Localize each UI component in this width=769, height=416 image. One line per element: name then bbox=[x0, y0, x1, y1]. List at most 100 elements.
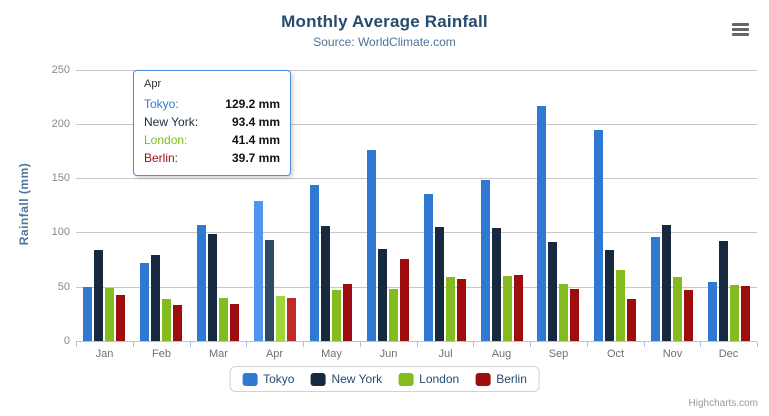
bar-london-oct[interactable] bbox=[616, 270, 625, 341]
bar-london-feb[interactable] bbox=[162, 299, 171, 341]
bar-new-york-apr[interactable] bbox=[265, 240, 274, 341]
gridline-200 bbox=[76, 124, 757, 125]
bar-tokyo-feb[interactable] bbox=[140, 263, 149, 341]
bar-tokyo-oct[interactable] bbox=[594, 130, 603, 341]
x-axis-label-mar: Mar bbox=[209, 348, 228, 360]
x-axis-label-may: May bbox=[321, 348, 342, 360]
x-axis-label-dec: Dec bbox=[718, 348, 739, 360]
bar-london-aug[interactable] bbox=[503, 276, 512, 341]
legend-label: London bbox=[419, 372, 460, 386]
x-axis-tick bbox=[473, 342, 474, 347]
tooltip-series-value: 41.4 mm bbox=[231, 133, 280, 147]
tooltip-series-value: 129.2 mm bbox=[225, 97, 280, 111]
x-axis-tick bbox=[530, 342, 531, 347]
bar-tokyo-jul[interactable] bbox=[424, 194, 433, 341]
bar-new-york-jun[interactable] bbox=[378, 249, 387, 341]
bar-berlin-mar[interactable] bbox=[230, 304, 239, 341]
export-menu-button[interactable] bbox=[728, 19, 753, 40]
y-axis-label-50: 50 bbox=[57, 281, 70, 293]
bar-berlin-jun[interactable] bbox=[400, 259, 409, 341]
legend-item-london[interactable]: London bbox=[398, 372, 459, 386]
tooltip-row-tokyo: Tokyo: 129.2 mm bbox=[144, 95, 280, 113]
highcharts-credit-link[interactable]: Highcharts.com bbox=[688, 398, 758, 409]
bar-new-york-feb[interactable] bbox=[151, 255, 160, 341]
x-axis-tick bbox=[246, 342, 247, 347]
bar-london-jan[interactable] bbox=[105, 288, 114, 341]
x-axis-label-sep: Sep bbox=[548, 348, 569, 360]
bar-berlin-nov[interactable] bbox=[684, 290, 693, 341]
bar-berlin-sep[interactable] bbox=[570, 289, 579, 341]
tooltip-row-london: London: 41.4 mm bbox=[144, 131, 280, 149]
tooltip-header: Apr bbox=[144, 78, 162, 90]
bar-new-york-mar[interactable] bbox=[208, 234, 217, 341]
bar-new-york-jul[interactable] bbox=[435, 227, 444, 341]
bar-tokyo-mar[interactable] bbox=[197, 225, 206, 341]
bar-berlin-jan[interactable] bbox=[116, 295, 125, 341]
bar-london-mar[interactable] bbox=[219, 298, 228, 341]
bar-tokyo-nov[interactable] bbox=[651, 237, 660, 341]
tooltip-row-berlin: Berlin: 39.7 mm bbox=[144, 149, 280, 167]
bar-berlin-apr[interactable] bbox=[287, 298, 296, 341]
x-axis-tick bbox=[190, 342, 191, 347]
bar-london-may[interactable] bbox=[332, 290, 341, 341]
x-axis-label-jun: Jun bbox=[379, 348, 398, 360]
y-axis-title: Rainfall (mm) bbox=[17, 162, 31, 246]
y-axis-label-0: 0 bbox=[63, 335, 70, 347]
hamburger-menu-icon bbox=[732, 33, 749, 36]
legend-label: Berlin bbox=[496, 372, 527, 386]
bar-new-york-nov[interactable] bbox=[662, 225, 671, 341]
chart-subtitle: Source: WorldClimate.com bbox=[313, 35, 456, 49]
x-axis-label-oct: Oct bbox=[606, 348, 625, 360]
bar-london-dec[interactable] bbox=[730, 285, 739, 341]
gridline-100 bbox=[76, 232, 757, 233]
y-axis-label-200: 200 bbox=[51, 118, 70, 130]
legend-label: Tokyo bbox=[263, 372, 295, 386]
x-axis-tick bbox=[417, 342, 418, 347]
bar-new-york-oct[interactable] bbox=[605, 250, 614, 341]
bar-tokyo-jun[interactable] bbox=[367, 150, 376, 341]
x-axis-label-jan: Jan bbox=[95, 348, 114, 360]
tooltip-series-label: London: bbox=[144, 133, 188, 147]
bar-berlin-jul[interactable] bbox=[457, 279, 466, 341]
bar-london-sep[interactable] bbox=[559, 284, 568, 341]
tooltip-row-new-york: New York: 93.4 mm bbox=[144, 113, 280, 131]
legend-item-berlin[interactable]: Berlin bbox=[475, 372, 527, 386]
y-axis-label-100: 100 bbox=[51, 226, 70, 238]
legend-swatch-tokyo bbox=[242, 372, 258, 386]
bar-tokyo-dec[interactable] bbox=[708, 282, 717, 341]
bar-london-apr[interactable] bbox=[276, 296, 285, 341]
y-axis-label-250: 250 bbox=[51, 64, 70, 76]
x-axis-tick bbox=[360, 342, 361, 347]
bar-tokyo-apr[interactable] bbox=[254, 201, 263, 341]
bar-tokyo-may[interactable] bbox=[310, 185, 319, 341]
bar-tokyo-sep[interactable] bbox=[537, 106, 546, 341]
bar-london-jun[interactable] bbox=[389, 289, 398, 341]
x-axis-tick bbox=[757, 342, 758, 347]
legend-item-new-york[interactable]: New York bbox=[310, 372, 382, 386]
y-axis-label-150: 150 bbox=[51, 172, 70, 184]
legend-swatch-berlin bbox=[475, 372, 491, 386]
bar-new-york-may[interactable] bbox=[321, 226, 330, 341]
tooltip-series-label: Berlin: bbox=[144, 151, 179, 165]
x-axis-label-jul: Jul bbox=[438, 348, 453, 360]
bar-berlin-aug[interactable] bbox=[514, 275, 523, 341]
bar-london-jul[interactable] bbox=[446, 277, 455, 341]
bar-new-york-sep[interactable] bbox=[548, 242, 557, 341]
bar-berlin-may[interactable] bbox=[343, 284, 352, 341]
legend-item-tokyo[interactable]: Tokyo bbox=[242, 372, 294, 386]
bar-tokyo-jan[interactable] bbox=[83, 287, 92, 341]
bar-berlin-dec[interactable] bbox=[741, 286, 750, 341]
bar-new-york-jan[interactable] bbox=[94, 250, 103, 341]
gridline-150 bbox=[76, 178, 757, 179]
gridline-50 bbox=[76, 287, 757, 288]
hamburger-menu-icon bbox=[732, 28, 749, 31]
bar-new-york-aug[interactable] bbox=[492, 228, 501, 341]
bar-berlin-feb[interactable] bbox=[173, 305, 182, 341]
bar-london-nov[interactable] bbox=[673, 277, 682, 341]
x-axis-label-feb: Feb bbox=[152, 348, 171, 360]
legend-swatch-new-york bbox=[310, 372, 326, 386]
tooltip-rows: Tokyo: 129.2 mm New York: 93.4 mm London: 41.… bbox=[144, 95, 280, 167]
bar-tokyo-aug[interactable] bbox=[481, 180, 490, 341]
bar-berlin-oct[interactable] bbox=[627, 299, 636, 341]
bar-new-york-dec[interactable] bbox=[719, 241, 728, 341]
